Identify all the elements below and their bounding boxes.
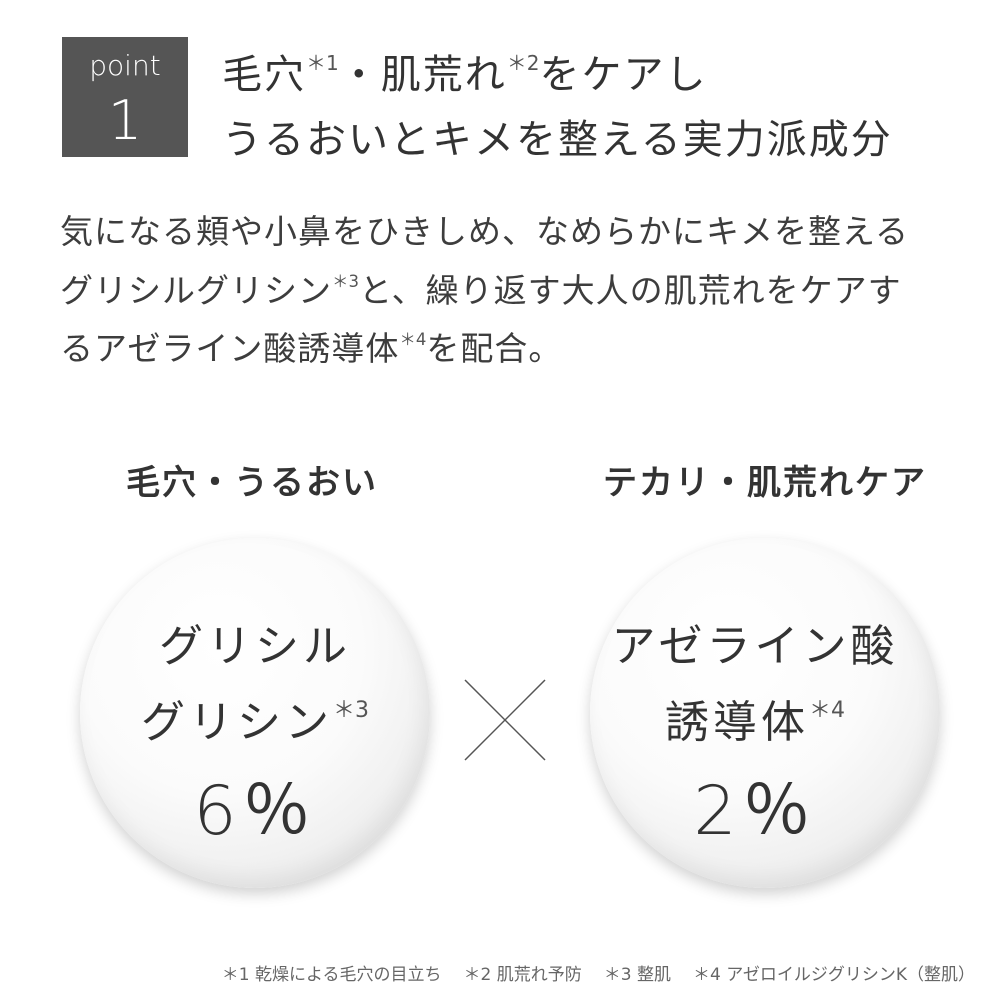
heading-line: 毛穴＊1・肌荒れ＊2をケアし (222, 42, 707, 100)
ingredient-name: 誘導体＊4 (611, 679, 898, 755)
body-text: を配合。 (426, 329, 563, 368)
ingredient-name-text: 誘導体 (665, 696, 809, 748)
badge-number: 1 (107, 89, 143, 152)
note-mark: ＊2 (506, 51, 540, 75)
cross-line (464, 679, 546, 761)
footnote: ＊3 整肌 (603, 965, 671, 985)
cross-mark (464, 679, 546, 761)
heading-text: 毛穴 (222, 52, 306, 98)
ingredient-name: グリシン＊3 (141, 679, 369, 755)
footnote: ＊1 乾燥による毛穴の目立ち (221, 965, 442, 985)
point-badge: point 1 (62, 37, 188, 157)
ingredient-name: グリシル (159, 621, 351, 672)
body-line: 気になる頬や小鼻をひきしめ、なめらかにキメを整える (60, 212, 910, 251)
ingredient-circle (590, 538, 940, 888)
badge-word: point (89, 49, 161, 82)
body-line: グリシルグリシン＊3と、繰り返す大人の肌荒れをケアす (60, 264, 902, 312)
note-mark: ＊4 (809, 698, 845, 723)
body-text: と、繰り返す大人の肌荒れをケアす (359, 271, 902, 310)
note-mark: ＊4 (399, 330, 427, 350)
body-text: グリシルグリシン (60, 271, 332, 310)
heading-text: ・肌荒れ (338, 52, 507, 98)
ingredient-circle (80, 538, 430, 888)
body-text: るアゼライン酸誘導体 (60, 329, 400, 368)
ingredient-amount: 6％ (193, 771, 317, 851)
note-mark: ＊1 (306, 51, 339, 75)
ingredient-name: アゼライン酸 (611, 621, 899, 672)
heading-line: うるおいとキメを整える実力派成分 (222, 117, 893, 163)
ingredient-name-text: グリシン (141, 696, 333, 748)
note-mark: ＊3 (333, 698, 369, 723)
ingredient-text: グリシル グリシン＊3 6％ (141, 615, 369, 854)
footnote: ＊2 肌荒れ予防 (463, 965, 582, 985)
ingredient-amount: 2％ (693, 771, 817, 851)
footnotes: ＊1 乾燥による毛穴の目立ち ＊2 肌荒れ予防 ＊3 整肌 ＊4 アゼロイルジグリシン… (200, 960, 975, 985)
note-mark: ＊3 (332, 272, 359, 292)
body-line: るアゼライン酸誘導体＊4を配合。 (60, 322, 562, 370)
heading-text: をケアし (539, 52, 708, 98)
ingredient-label: テカリ・肌荒れケア (603, 463, 927, 503)
ingredient-label: 毛穴・うるおい (126, 463, 378, 503)
ingredient-text: アゼライン酸 誘導体＊4 2％ (611, 615, 898, 854)
footnote: ＊4 アゼロイルジグリシンK（整肌） (692, 965, 975, 985)
